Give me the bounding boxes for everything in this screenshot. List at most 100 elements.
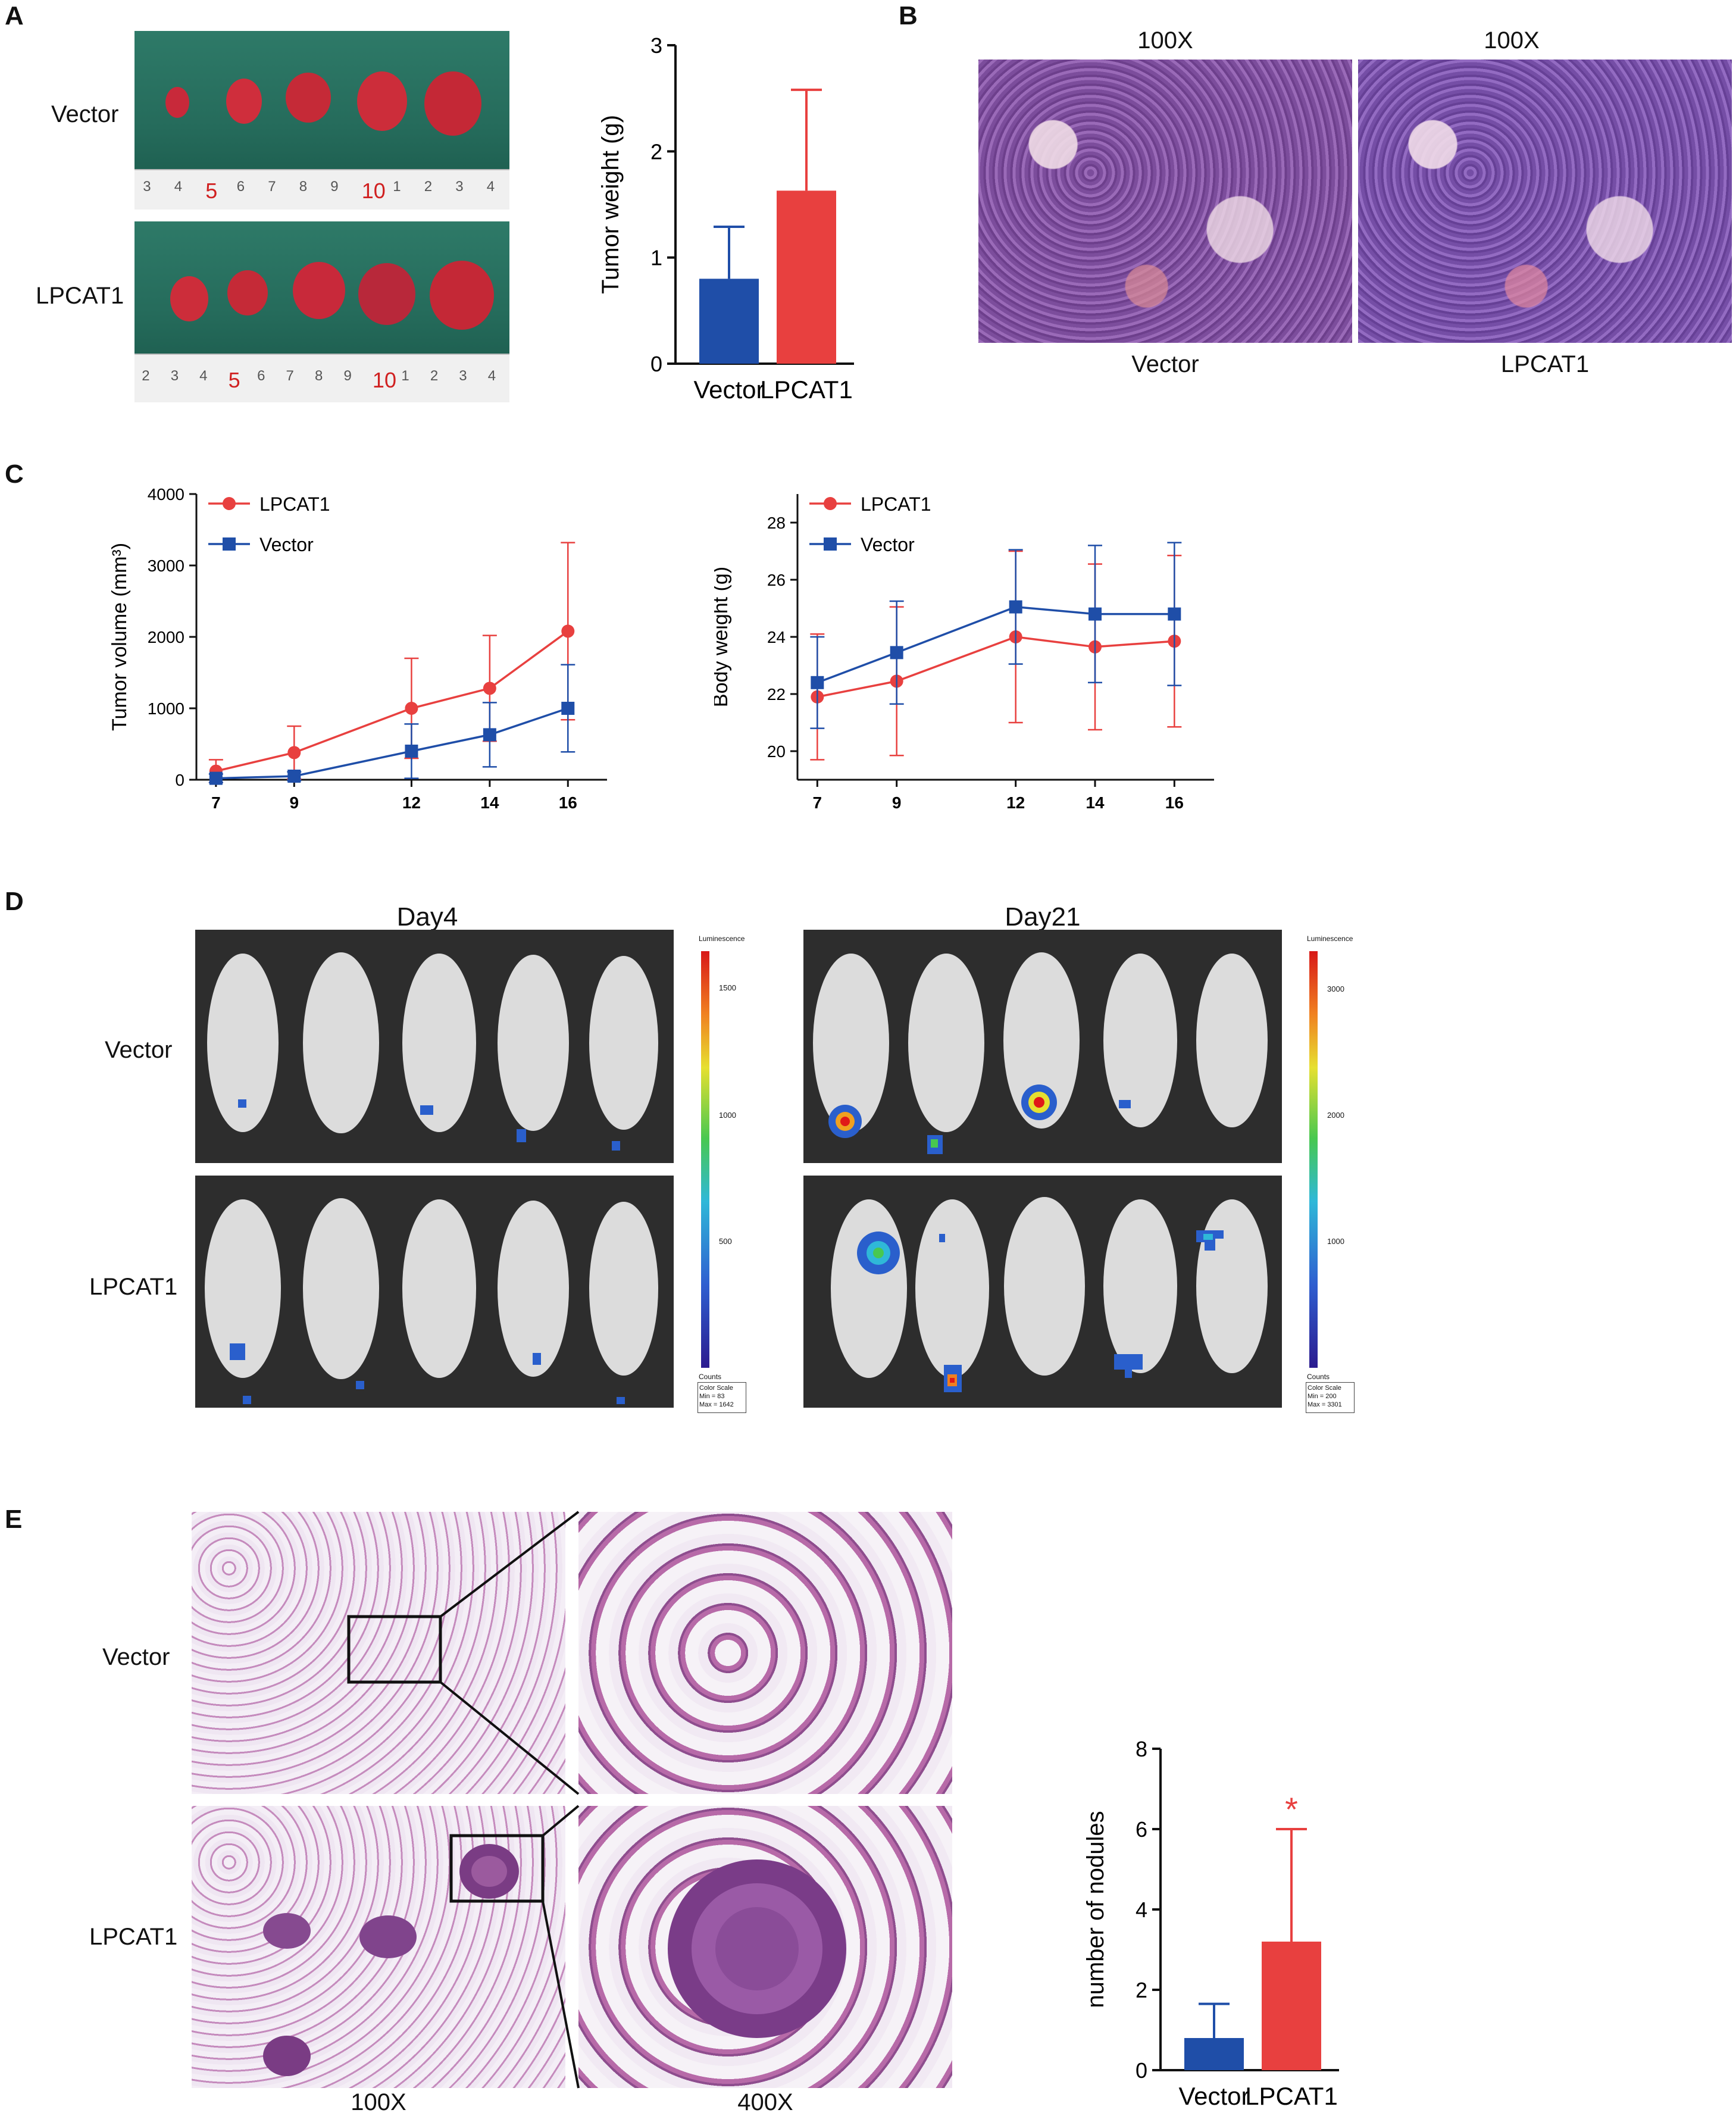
ruler-number: 7 <box>268 179 276 195</box>
legend-label: Vector <box>259 534 314 555</box>
ruler-number: 3 <box>170 368 179 384</box>
series-line-lpcat1 <box>817 636 1175 698</box>
ivis-day21-vector <box>803 930 1282 1163</box>
ruler-number: 7 <box>286 368 294 384</box>
y-tick-label: 28 <box>767 514 786 532</box>
y-tick-label: 6 <box>1136 1817 1147 1842</box>
y-tick-label: 0 <box>1136 2058 1147 2083</box>
point-vector <box>405 745 418 758</box>
he-image-lpcat1 <box>1358 60 1732 343</box>
point-lpcat1 <box>405 702 418 715</box>
x-tick-label: LPCAT1 <box>760 376 853 404</box>
row-label-vector: Vector <box>51 101 119 127</box>
ruler-number: 2 <box>424 179 433 195</box>
panel-label-b: B <box>899 1 918 30</box>
x-tick-label: 7 <box>211 793 221 812</box>
lung-400x-lpcat1 <box>578 1806 952 2088</box>
series-line-vector <box>215 707 568 780</box>
point-vector <box>209 771 223 785</box>
point-lpcat1 <box>287 746 301 759</box>
bar-lpcat1 <box>1262 1942 1321 2070</box>
ruler-bottom: 2 3 4 5 6 7 8 9 10 1 2 3 4 <box>134 354 509 402</box>
y-tick-label: 24 <box>767 628 786 646</box>
y-axis-label: Body weight (g) <box>714 567 732 707</box>
ruler-number: 10 <box>372 368 396 392</box>
bar-vector <box>1184 2038 1244 2070</box>
y-axis-label: Tumor weight (g) <box>598 115 624 294</box>
y-axis-label: Tumor volume (mm³) <box>108 543 131 731</box>
x-tick-label: 9 <box>289 793 299 812</box>
panel-label-e: E <box>5 1505 23 1534</box>
series-line-lpcat1 <box>215 630 569 773</box>
y-tick-label: 4 <box>1136 1898 1147 1922</box>
ruler-number: 1 <box>401 368 409 384</box>
color-scale-box-left: Color Scale Min = 83 Max = 1642 <box>697 1382 746 1413</box>
panel-label-a: A <box>5 1 24 30</box>
ruler-number: 4 <box>486 179 495 195</box>
ruler-top: 3 4 5 6 7 8 9 10 1 2 3 4 <box>134 169 509 210</box>
row-label-d-vector: Vector <box>105 1037 173 1063</box>
lung-400x-vector <box>578 1512 952 1794</box>
day-label-4: Day4 <box>396 902 458 932</box>
zoom-connectors <box>347 1511 580 2089</box>
ruler-number: 3 <box>455 179 464 195</box>
ruler-number: 4 <box>174 179 183 195</box>
ruler-number: 6 <box>236 179 245 195</box>
y-tick-label: 2000 <box>148 628 184 646</box>
x-tick-label: Vector <box>1178 2082 1249 2110</box>
legend-marker <box>223 497 236 510</box>
ruler-number: 9 <box>343 368 352 384</box>
ruler-number: 4 <box>199 368 208 384</box>
tumor-photo-vector <box>134 31 509 169</box>
legend-label: LPCAT1 <box>259 493 330 515</box>
tumors-vector <box>165 71 481 136</box>
point-lpcat1 <box>561 624 575 638</box>
significance-star: * <box>1285 1790 1298 1828</box>
y-tick-label: 1 <box>650 246 662 270</box>
x-tick-label: 12 <box>402 793 421 812</box>
point-vector <box>890 646 903 660</box>
x-tick-label: LPCAT1 <box>1245 2082 1338 2110</box>
y-tick-label: 0 <box>175 771 184 789</box>
y-tick-label: 1000 <box>148 699 184 718</box>
ruler-number: 3 <box>459 368 467 384</box>
x-tick-label: 9 <box>892 793 902 812</box>
x-tick-label: 14 <box>1086 793 1105 812</box>
ruler-number: 1 <box>393 179 401 195</box>
ivis-day4-vector <box>195 930 674 1163</box>
x-tick-label: 16 <box>1165 793 1184 812</box>
colorbar-right: Luminescence 3000 2000 1000 Counts Color… <box>1303 934 1375 1413</box>
row-label-e-lpcat1: LPCAT1 <box>89 1924 178 1950</box>
y-tick-label: 22 <box>767 685 786 704</box>
legend-marker <box>223 537 236 551</box>
y-tick-label: 0 <box>650 352 662 376</box>
y-tick-label: 8 <box>1136 1737 1147 1761</box>
ruler-number: 2 <box>142 368 150 384</box>
ivis-day21-lpcat1 <box>803 1176 1282 1408</box>
caption-vector: Vector <box>1131 351 1199 377</box>
x-tick-label: 12 <box>1006 793 1025 812</box>
row-label-d-lpcat1: LPCAT1 <box>89 1274 178 1300</box>
ruler-number: 2 <box>430 368 439 384</box>
color-scale-box-right: Color Scale Min = 200 Max = 3301 <box>1306 1382 1355 1413</box>
y-tick-label: 3 <box>650 33 662 58</box>
point-vector <box>287 770 301 783</box>
bar-vector <box>699 279 759 364</box>
legend-marker <box>824 537 837 551</box>
y-tick-label: 20 <box>767 742 786 761</box>
legend-label: LPCAT1 <box>861 493 931 515</box>
point-vector <box>561 702 575 715</box>
x-tick-label: 7 <box>813 793 822 812</box>
point-vector <box>483 728 496 742</box>
tumors-lpcat1 <box>170 261 494 330</box>
x-tick-label: 16 <box>559 793 577 812</box>
y-tick-label: 2 <box>1136 1978 1147 2002</box>
magnification-400x: 400X <box>737 2089 793 2115</box>
y-tick-label: 4000 <box>148 485 184 504</box>
tumor-volume-chart: 0 1000 2000 3000 4000 7 9 12 14 16 LPCAT1 Vector Tum… <box>108 485 607 812</box>
legend-marker <box>824 497 837 510</box>
point-vector <box>1168 607 1181 621</box>
point-vector <box>1009 600 1022 614</box>
colorbar-left: Luminescence 1500 1000 500 Counts Color … <box>695 934 767 1413</box>
